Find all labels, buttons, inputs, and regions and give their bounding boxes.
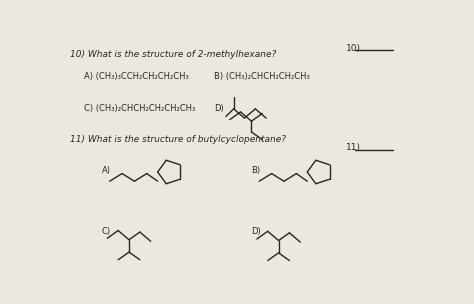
Text: A) (CH₃)₃CCH₂CH₂CH₂CH₃: A) (CH₃)₃CCH₂CH₂CH₂CH₃ bbox=[84, 72, 189, 81]
Text: B) (CH₃)₂CHCH₂CH₂CH₃: B) (CH₃)₂CHCH₂CH₂CH₃ bbox=[214, 72, 310, 81]
Text: D): D) bbox=[214, 104, 224, 113]
Text: C) (CH₃)₂CHCH₂CH₂CH₂CH₃: C) (CH₃)₂CHCH₂CH₂CH₂CH₃ bbox=[84, 104, 195, 113]
Text: B): B) bbox=[251, 166, 261, 175]
Text: C): C) bbox=[102, 227, 111, 237]
Text: 10): 10) bbox=[346, 44, 361, 53]
Text: A): A) bbox=[102, 166, 111, 175]
Text: 11): 11) bbox=[346, 143, 361, 152]
Text: 11) What is the structure of butylcyclopentane?: 11) What is the structure of butylcyclop… bbox=[70, 135, 286, 144]
Text: D): D) bbox=[251, 227, 261, 237]
Text: 10) What is the structure of 2-methylhexane?: 10) What is the structure of 2-methylhex… bbox=[70, 50, 276, 59]
